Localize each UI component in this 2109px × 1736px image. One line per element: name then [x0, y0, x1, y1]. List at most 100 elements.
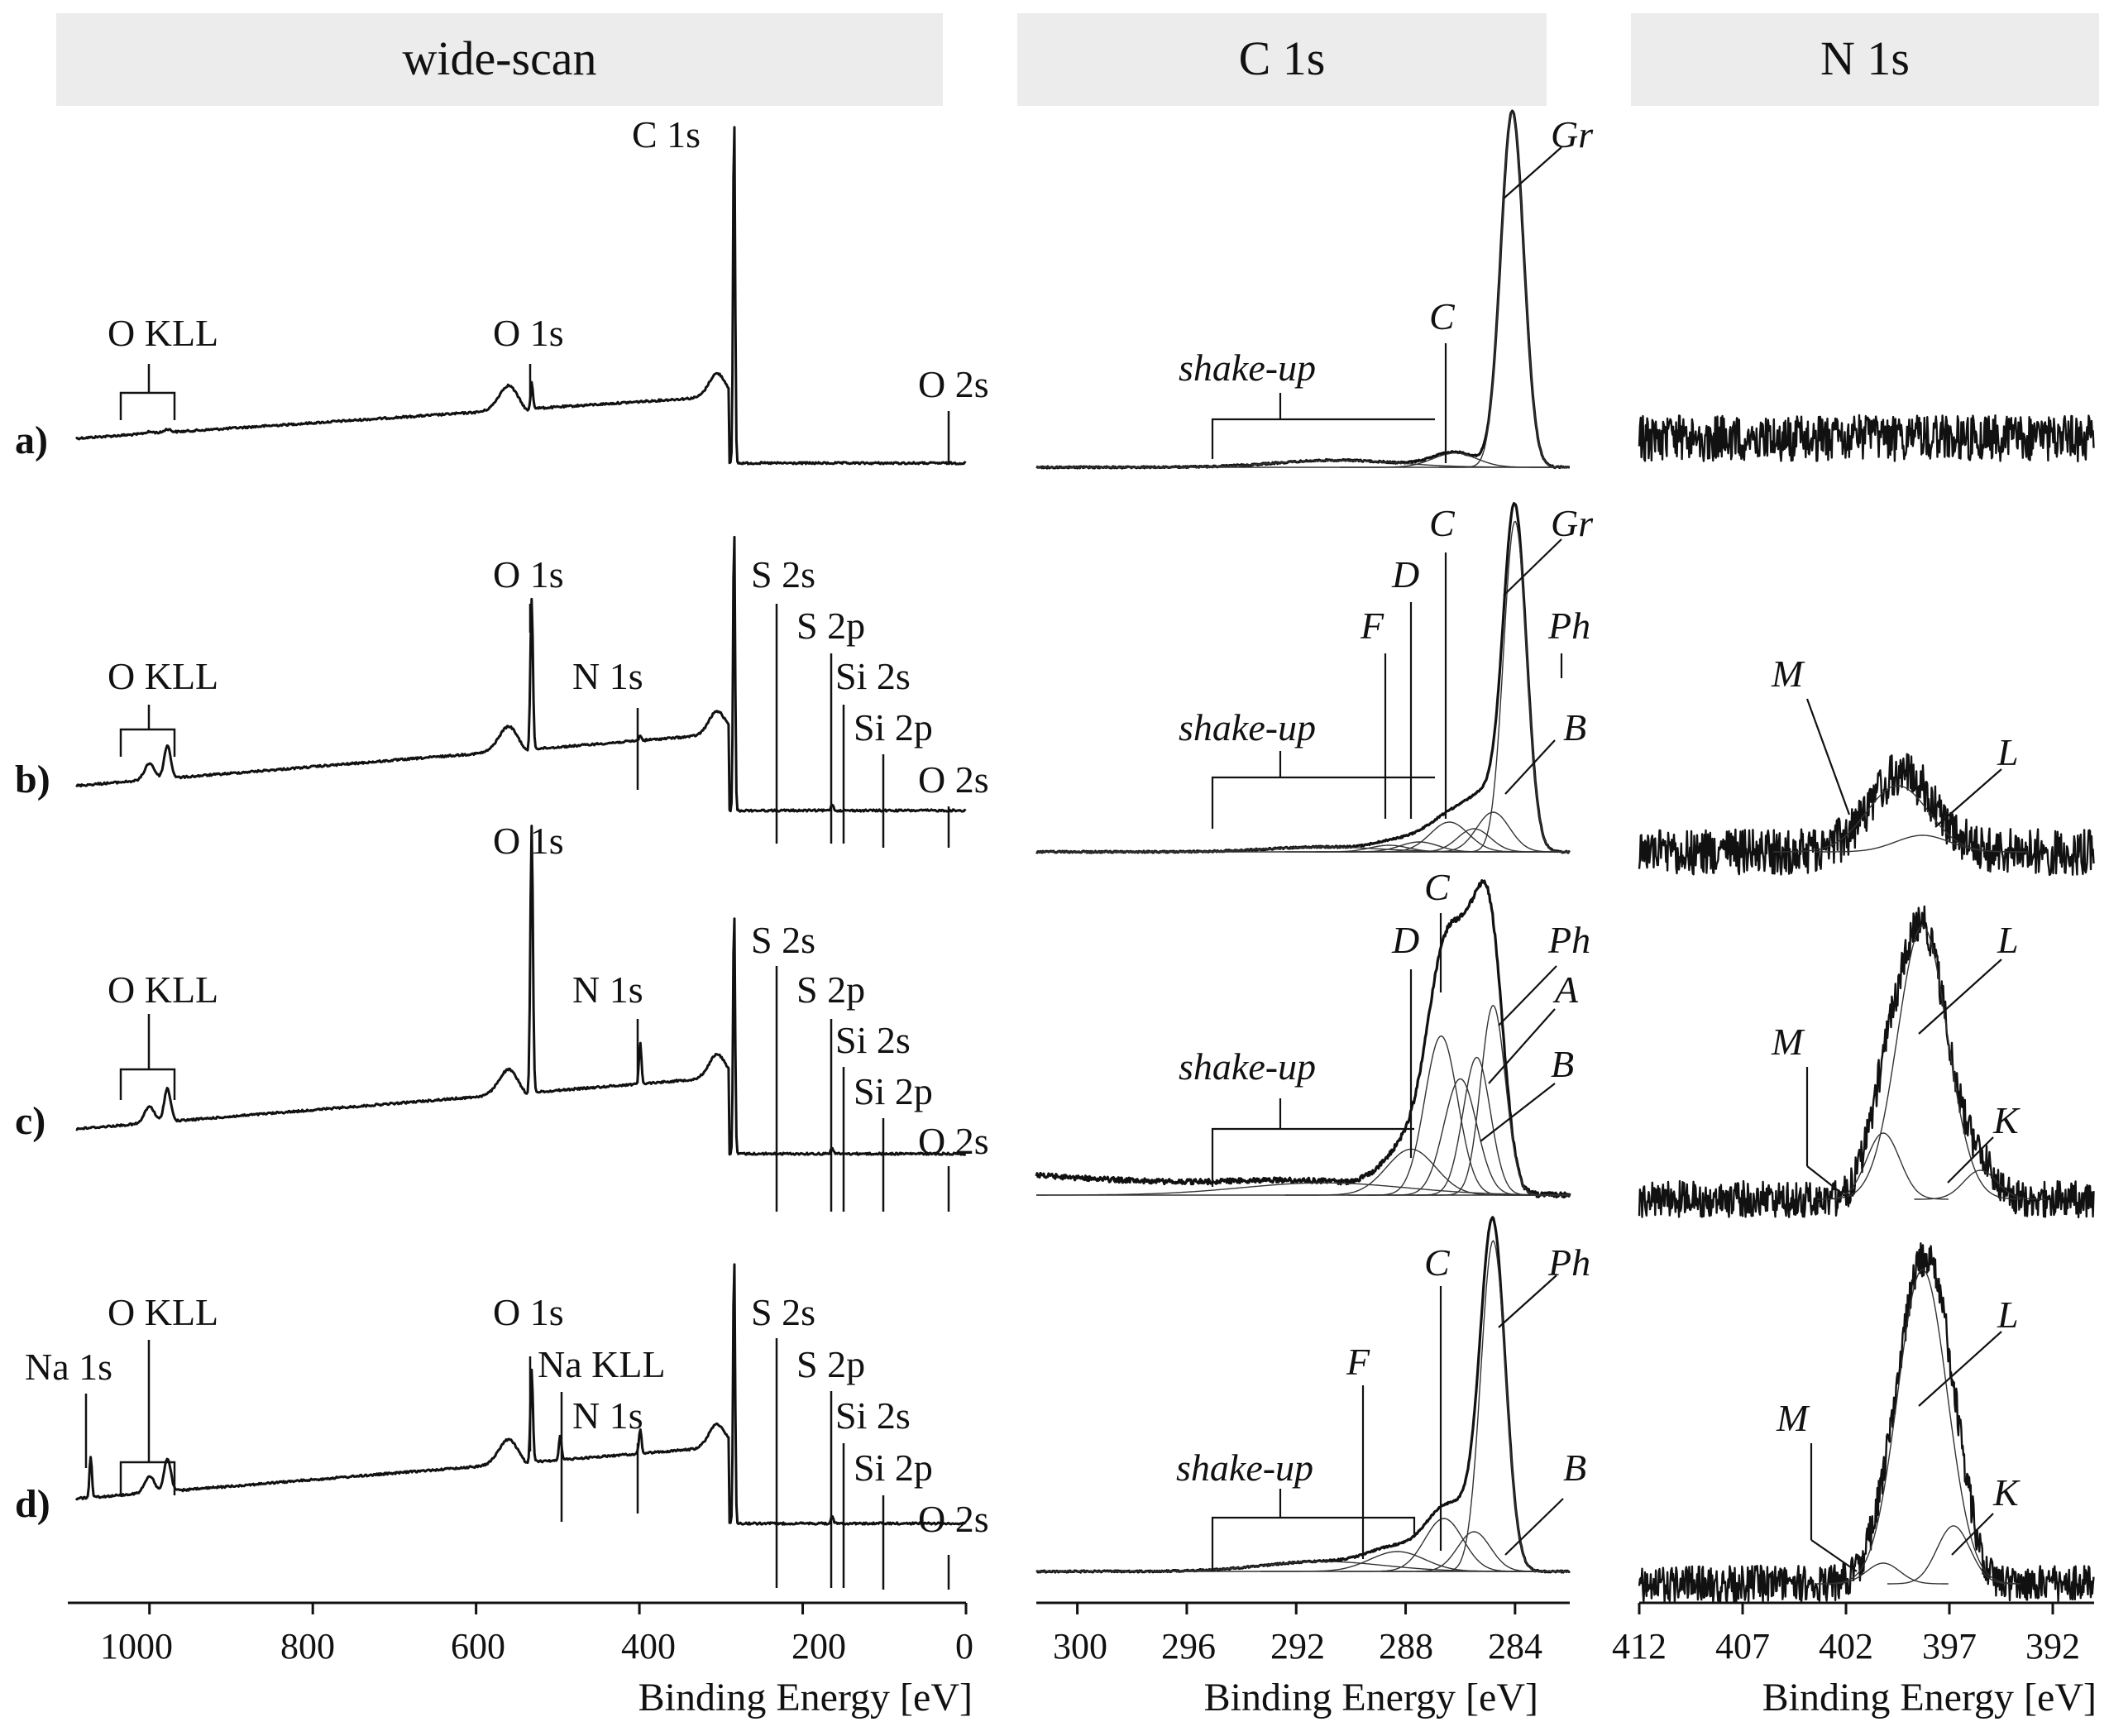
c1s-envelope-d: [1035, 1216, 1571, 1574]
wide-a-c1s: C 1s: [632, 113, 701, 155]
wide-d-n1s: N 1s: [572, 1394, 643, 1437]
n1s-b-m: M: [1771, 653, 1805, 695]
c1s-tick-288: 288: [1379, 1626, 1433, 1667]
ph-leader-c: [1498, 965, 1557, 1026]
ph-leader-d: [1498, 1275, 1557, 1328]
row-label-b: b): [15, 758, 50, 801]
c1s-d-f: F: [1346, 1341, 1370, 1383]
n1s-component-b-1: [1815, 835, 2030, 853]
n1s-b-l: L: [1997, 731, 2019, 773]
wide-a-o2s: O 2s: [918, 363, 989, 405]
n1s-tick-407: 407: [1715, 1626, 1770, 1667]
shakeup-bracket-b: [1211, 776, 1435, 829]
wide-b-si2s: Si 2s: [835, 655, 911, 697]
c1s-component-a-1: [1340, 452, 1569, 468]
c1s-b-ph: Ph: [1547, 605, 1590, 647]
c1s-a-gr: Gr: [1551, 113, 1594, 155]
c1s-axis-title: Binding Energy [eV]: [1204, 1676, 1538, 1719]
row-label-c: c): [15, 1099, 45, 1143]
wide-scan-spectrum-d: [74, 1263, 967, 1526]
n1s-component-c-0: [1823, 925, 2021, 1200]
c1s-component-c-0: [1416, 1004, 1569, 1196]
wide-tick-200: 200: [791, 1626, 846, 1667]
wide-d-si2p: Si 2p: [854, 1447, 933, 1489]
c1s-component-d-1: [1380, 1531, 1566, 1572]
c1s-tick-300: 300: [1053, 1626, 1107, 1667]
k-leader-d: [1951, 1513, 1994, 1556]
c1s-labels: shake-up C Gr shake-up F D C Gr Ph B sha…: [1176, 113, 1594, 1489]
c1s-a-c: C: [1429, 295, 1456, 337]
wide-c-si2p: Si 2p: [854, 1070, 933, 1112]
wide-c-o2s: O 2s: [918, 1120, 989, 1162]
wide-tick-800: 800: [280, 1626, 335, 1667]
n1s-c-m: M: [1771, 1021, 1805, 1063]
wide-tick-400: 400: [621, 1626, 676, 1667]
c1s-annotations: [1211, 146, 1564, 1571]
wide-d-s2s: S 2s: [751, 1291, 815, 1333]
axis-ticks: [148, 1603, 2054, 1614]
row-label-d: d): [15, 1482, 50, 1526]
n1s-spectrum-b: [1638, 753, 2095, 877]
n1s-annotations: [1805, 698, 2002, 1572]
c1s-tick-284: 284: [1488, 1626, 1542, 1667]
wide-a-okll: O KLL: [108, 312, 218, 354]
header-bg-n1s: [1631, 13, 2099, 106]
l-leader-d: [1918, 1331, 2002, 1407]
n1s-component-c-2: [1914, 1169, 2046, 1200]
c1s-envelope-c: [1035, 879, 1571, 1199]
wide-scan-spectra: [74, 126, 967, 1526]
n1s-d-k: K: [1992, 1471, 2021, 1514]
shakeup-bracket-a: [1211, 418, 1435, 459]
wide-b-n1s: N 1s: [572, 655, 643, 697]
c1s-d-c: C: [1424, 1241, 1451, 1284]
c1s-envelope-b: [1035, 502, 1571, 854]
wide-c-okll: O KLL: [108, 968, 218, 1011]
l-leader-b: [1934, 768, 2002, 828]
n1s-spectrum-d: [1638, 1242, 2095, 1604]
c1s-d-b: B: [1563, 1447, 1586, 1489]
gr-leader-a: [1503, 146, 1562, 199]
gr-leader-b: [1503, 538, 1562, 596]
m-leader-d-2: [1810, 1539, 1858, 1572]
row-label-a: a): [15, 418, 48, 462]
c1s-c-shakeup: shake-up: [1179, 1045, 1316, 1088]
c1s-component-d-0: [1416, 1240, 1569, 1572]
c1s-tick-292: 292: [1270, 1626, 1325, 1667]
c1s-b-d: D: [1391, 553, 1419, 595]
wide-labels: O KLL O 1s C 1s O 2s O KLL O 1s N 1s S 2…: [25, 113, 989, 1540]
n1s-component-d-1: [1817, 1562, 1949, 1585]
wide-d-o1s: O 1s: [493, 1291, 564, 1333]
n1s-spectra: [1638, 414, 2095, 1604]
c1s-component-b-3: [1345, 821, 1552, 853]
wide-c-o1s: O 1s: [493, 820, 564, 862]
okll-bracket-a: [119, 391, 176, 420]
c1s-a-shakeup: shake-up: [1179, 347, 1316, 389]
wide-b-o1s: O 1s: [493, 553, 564, 595]
m-leader-b: [1805, 698, 1851, 815]
okll-bracket-b: [119, 728, 176, 757]
n1s-tick-412: 412: [1612, 1626, 1667, 1667]
wide-scan-spectrum-a: [75, 126, 967, 466]
l-leader-c: [1918, 959, 2002, 1035]
b-leader-c: [1480, 1083, 1556, 1142]
c1s-component-c-2: [1367, 1078, 1552, 1196]
row-labels: a) b) c) d): [15, 418, 50, 1526]
k-leader-c: [1947, 1136, 1994, 1184]
header-n1s: N 1s: [1820, 31, 1910, 85]
c1s-component-c-5: [1036, 1182, 1569, 1196]
b-leader-d: [1504, 1498, 1564, 1556]
n1s-spectrum-c: [1638, 905, 2095, 1219]
header-bg-c1s: [1017, 13, 1547, 106]
c1s-d-ph: Ph: [1547, 1241, 1590, 1284]
c1s-c-c: C: [1424, 866, 1451, 908]
b-leader-b: [1504, 739, 1556, 795]
n1s-tick-402: 402: [1819, 1626, 1873, 1667]
wide-annotations: [84, 364, 950, 1590]
n1s-component-d-2: [1887, 1525, 2019, 1585]
m-leader-c-2: [1806, 1165, 1850, 1200]
n1s-component-c-1: [1817, 1132, 1949, 1200]
wide-c-s2s: S 2s: [751, 919, 815, 961]
c1s-b-c: C: [1429, 502, 1456, 544]
shakeup-bracket-c: [1211, 1127, 1414, 1187]
